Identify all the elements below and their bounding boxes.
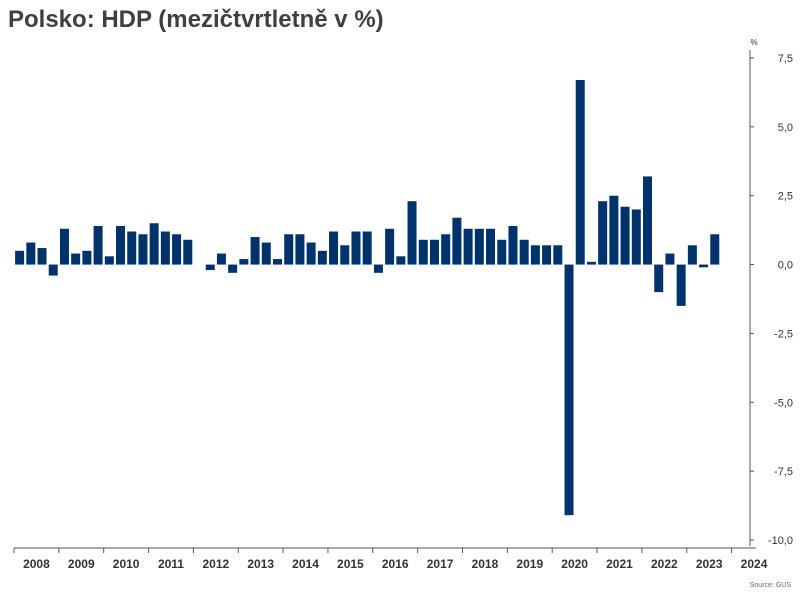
bar: [609, 195, 619, 265]
bar: [441, 234, 451, 265]
x-tick-label: 2012: [202, 557, 229, 571]
bar: [676, 264, 686, 306]
x-tick-label: 2011: [158, 557, 184, 571]
bar: [104, 256, 114, 265]
x-tick-label: 2008: [23, 557, 50, 571]
bar: [329, 231, 339, 265]
bar: [553, 245, 563, 265]
bar: [575, 80, 585, 265]
y-tick-label: -5,0: [774, 397, 793, 409]
y-tick-label: 2,5: [778, 191, 793, 203]
x-tick-label: 2023: [696, 557, 723, 571]
x-tick-label: 2009: [68, 557, 95, 571]
bar: [15, 250, 25, 265]
bar: [59, 228, 69, 265]
bar: [418, 239, 428, 265]
bar: [643, 176, 653, 265]
bar: [116, 226, 126, 265]
x-tick-label: 2022: [651, 557, 678, 571]
bar: [149, 223, 159, 265]
bar: [272, 259, 282, 265]
bar: [261, 242, 271, 265]
bar: [710, 234, 720, 265]
x-tick-label: 2015: [337, 557, 364, 571]
y-tick-label: -10,0: [768, 535, 793, 547]
x-tick-label: 2017: [427, 557, 454, 571]
bar: [586, 261, 596, 265]
y-tick-label: 5,0: [778, 122, 793, 134]
y-unit-label: %: [750, 38, 757, 47]
bar: [239, 259, 249, 265]
bar: [396, 256, 406, 265]
bar: [127, 231, 137, 265]
bar: [665, 253, 675, 265]
bar: [205, 264, 215, 271]
x-tick-label: 2024: [741, 557, 768, 571]
bar: [250, 237, 260, 265]
y-tick-label: 0,0: [778, 260, 793, 272]
bar: [508, 226, 518, 265]
x-tick-label: 2013: [247, 557, 274, 571]
bar: [284, 234, 294, 265]
bar: [373, 264, 383, 273]
bar: [362, 231, 372, 265]
y-tick-label: -7,5: [774, 466, 793, 478]
bar: [306, 242, 316, 265]
bar: [82, 250, 92, 265]
bar: [138, 234, 148, 265]
y-tick-label: 7,5: [778, 53, 793, 65]
bar: [463, 228, 473, 265]
bar: [519, 239, 529, 265]
bar: [429, 239, 439, 265]
x-tick-label: 2010: [113, 557, 140, 571]
bar: [687, 245, 697, 265]
bar: [598, 201, 608, 265]
bar: [631, 209, 641, 265]
y-tick-label: -2,5: [774, 328, 793, 340]
x-tick-label: 2014: [292, 557, 319, 571]
bar: [172, 234, 182, 265]
bar: [71, 253, 81, 265]
bar: [564, 264, 574, 516]
bar: [183, 239, 193, 265]
bar: [452, 217, 462, 265]
bar: [216, 253, 226, 265]
bar: [385, 228, 395, 265]
x-tick-label: 2020: [561, 557, 588, 571]
bar: [26, 242, 36, 265]
bar: [654, 264, 664, 293]
bar: [486, 228, 496, 265]
bar: [228, 264, 238, 273]
bar: [295, 234, 305, 265]
bar: [48, 264, 58, 276]
bar: [407, 201, 417, 265]
bar: [474, 228, 484, 265]
bar: [699, 264, 709, 268]
bar: [93, 226, 103, 265]
bar: [620, 206, 630, 265]
bar: [340, 245, 350, 265]
bar: [160, 231, 170, 265]
chart-title: Polsko: HDP (mezičtvrtletně v %): [8, 6, 384, 33]
x-tick-label: 2019: [516, 557, 543, 571]
x-tick-label: 2021: [606, 557, 633, 571]
bar: [317, 250, 327, 265]
x-tick-label: 2018: [472, 557, 499, 571]
source-note: Source: GUS: [749, 582, 791, 589]
bar: [542, 245, 552, 265]
x-tick-label: 2016: [382, 557, 409, 571]
bar: [37, 248, 47, 265]
bar: [530, 245, 540, 265]
bar: [497, 239, 507, 265]
bar: [351, 231, 361, 265]
